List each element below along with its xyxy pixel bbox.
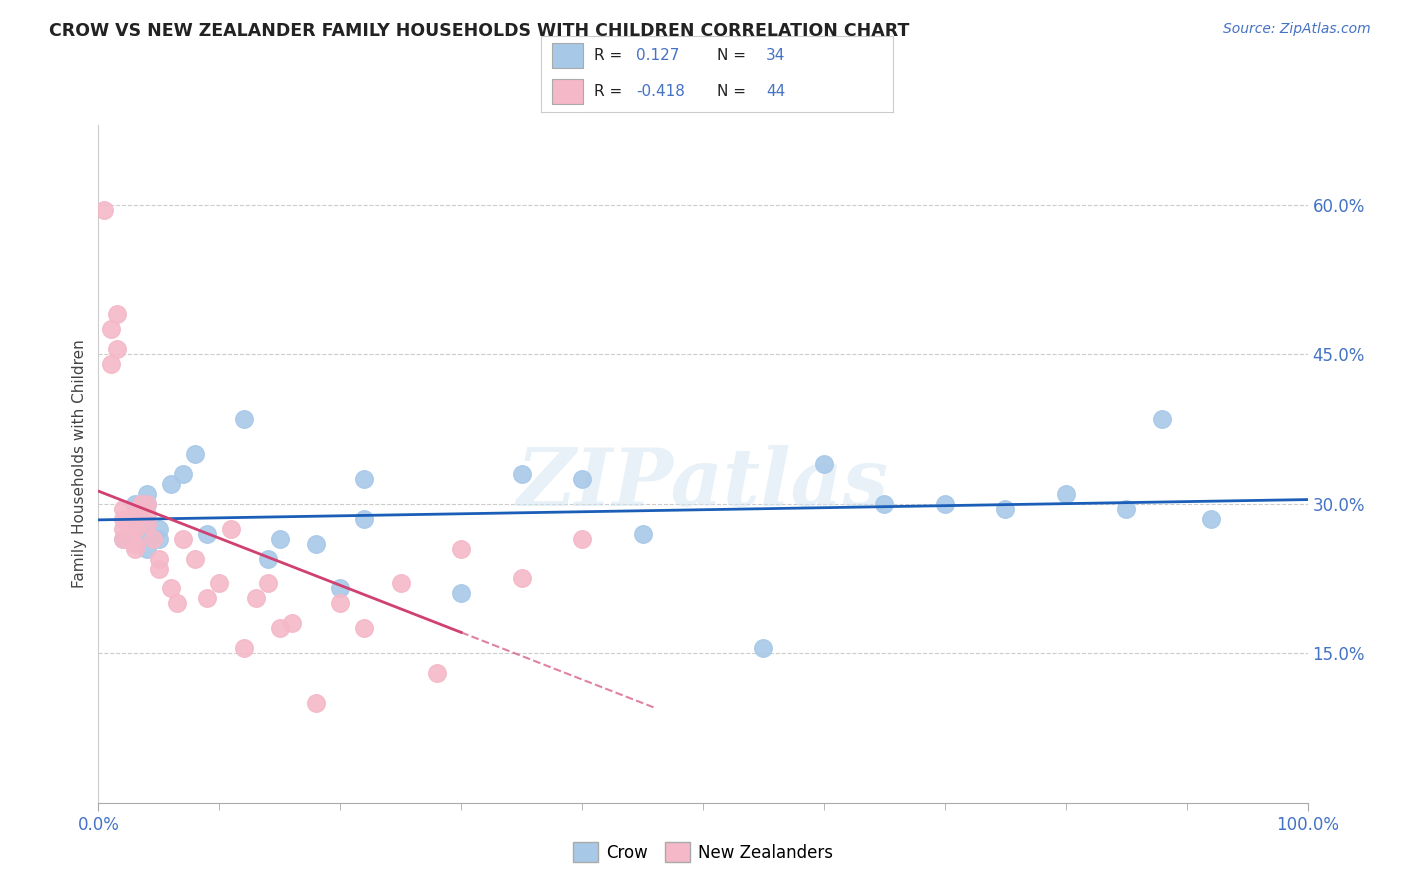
Point	[329, 582, 352, 596]
Point	[111, 511, 134, 525]
Point	[172, 467, 194, 481]
Point	[450, 541, 472, 556]
Point	[148, 532, 170, 546]
Point	[1199, 511, 1222, 525]
Legend: Crow, New Zealanders: Crow, New Zealanders	[567, 836, 839, 869]
Text: 34: 34	[766, 48, 786, 63]
Text: N =: N =	[717, 84, 751, 98]
Point	[426, 666, 449, 681]
Point	[124, 497, 146, 511]
Point	[305, 696, 328, 710]
Text: -0.418: -0.418	[637, 84, 685, 98]
Text: R =: R =	[595, 84, 627, 98]
Point	[873, 497, 896, 511]
Point	[166, 596, 188, 610]
Point	[135, 497, 157, 511]
Point	[160, 582, 183, 596]
Point	[232, 412, 254, 426]
Point	[118, 532, 141, 546]
Point	[752, 641, 775, 656]
Point	[135, 541, 157, 556]
Point	[571, 472, 593, 486]
Point	[105, 342, 128, 356]
Text: CROW VS NEW ZEALANDER FAMILY HOUSEHOLDS WITH CHILDREN CORRELATION CHART: CROW VS NEW ZEALANDER FAMILY HOUSEHOLDS …	[49, 22, 910, 40]
Point	[281, 616, 304, 631]
Point	[111, 501, 134, 516]
Point	[269, 532, 291, 546]
Point	[124, 507, 146, 521]
Point	[105, 307, 128, 321]
Point	[1054, 487, 1077, 501]
Point	[172, 532, 194, 546]
Bar	[551, 78, 583, 104]
Point	[450, 586, 472, 600]
Point	[135, 487, 157, 501]
Point	[111, 522, 134, 536]
Text: 44: 44	[766, 84, 786, 98]
Point	[510, 467, 533, 481]
Point	[510, 572, 533, 586]
Point	[305, 536, 328, 550]
Point	[184, 447, 207, 461]
Point	[256, 551, 278, 566]
Text: N =: N =	[717, 48, 751, 63]
Point	[124, 536, 146, 550]
Point	[353, 621, 375, 635]
Point	[142, 532, 165, 546]
Point	[124, 522, 146, 536]
Point	[100, 357, 122, 371]
Point	[232, 641, 254, 656]
Point	[118, 516, 141, 531]
Point	[269, 621, 291, 635]
Point	[1152, 412, 1174, 426]
Text: Source: ZipAtlas.com: Source: ZipAtlas.com	[1223, 22, 1371, 37]
Point	[129, 497, 152, 511]
Point	[118, 526, 141, 541]
Bar	[551, 44, 583, 69]
Point	[148, 522, 170, 536]
Text: 0.127: 0.127	[637, 48, 679, 63]
Point	[135, 516, 157, 531]
Y-axis label: Family Households with Children: Family Households with Children	[72, 340, 87, 588]
Point	[135, 516, 157, 531]
Point	[256, 576, 278, 591]
Point	[353, 511, 375, 525]
Point	[221, 522, 243, 536]
Point	[184, 551, 207, 566]
Point	[124, 541, 146, 556]
Point	[148, 561, 170, 575]
Point	[148, 551, 170, 566]
Point	[353, 472, 375, 486]
Point	[93, 202, 115, 217]
Point	[994, 501, 1017, 516]
Point	[208, 576, 231, 591]
Text: ZIPatlas: ZIPatlas	[517, 445, 889, 523]
Point	[100, 322, 122, 336]
Point	[1115, 501, 1137, 516]
Point	[111, 532, 134, 546]
Point	[124, 511, 146, 525]
Point	[245, 591, 267, 606]
Point	[135, 497, 157, 511]
Point	[195, 526, 218, 541]
Point	[160, 476, 183, 491]
Point	[111, 532, 134, 546]
Point	[934, 497, 956, 511]
Text: R =: R =	[595, 48, 627, 63]
Point	[571, 532, 593, 546]
Point	[195, 591, 218, 606]
Point	[813, 457, 835, 471]
Point	[135, 526, 157, 541]
Point	[129, 501, 152, 516]
Point	[329, 596, 352, 610]
Point	[631, 526, 654, 541]
Point	[389, 576, 412, 591]
Point	[135, 507, 157, 521]
